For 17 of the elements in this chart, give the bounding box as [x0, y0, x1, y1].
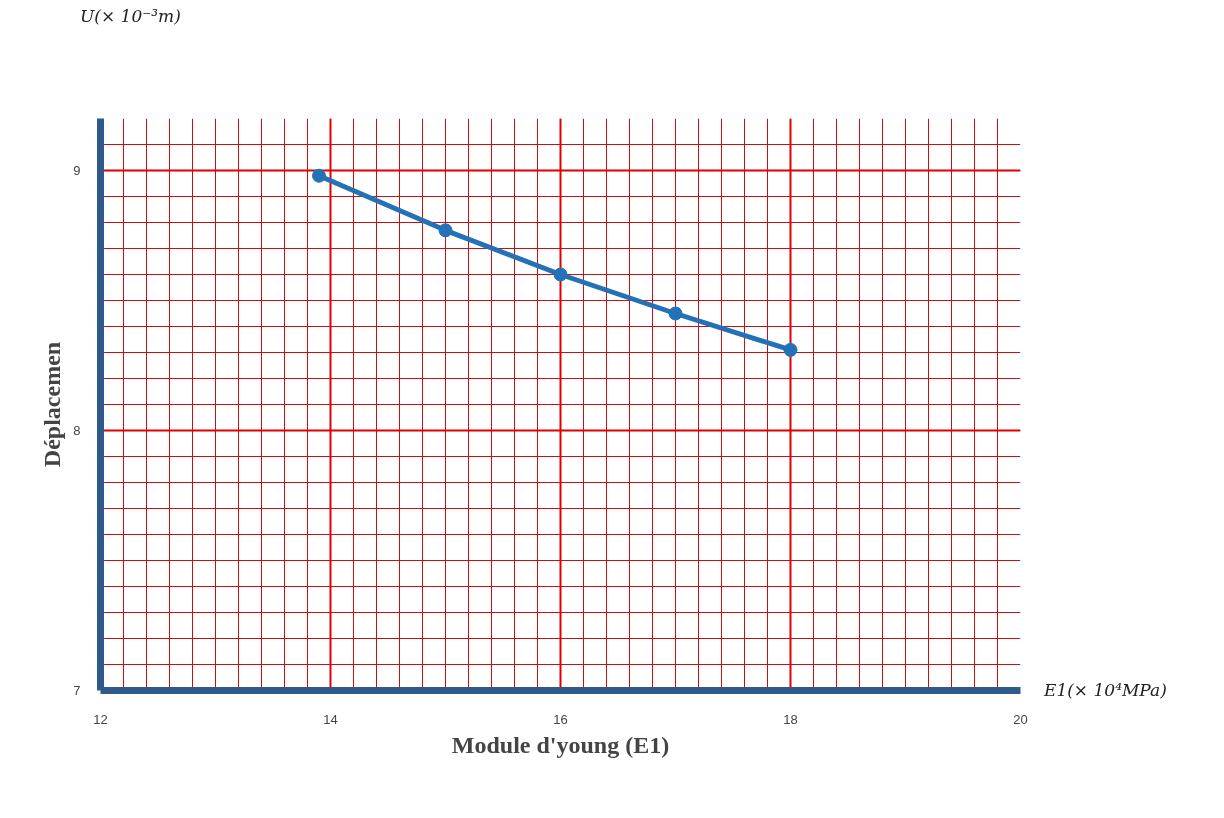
- x-tick-label: 14: [323, 711, 338, 727]
- y-axis-title: Déplacemen: [39, 341, 66, 468]
- text: U(× 10⁻³m): [80, 5, 181, 28]
- x-tick-label: 18: [783, 711, 798, 727]
- point: [783, 342, 798, 357]
- x-tick-label: 12: [93, 711, 108, 727]
- point: [553, 267, 568, 282]
- x-tick-label: 20: [1013, 711, 1028, 727]
- y-tick-label: 7: [73, 683, 81, 698]
- x-axis-title: Module d'young (E1): [451, 731, 670, 758]
- text: E1(× 10⁴MPa): [1044, 679, 1167, 702]
- x-tick-label: 16: [553, 711, 568, 727]
- point: [668, 306, 683, 321]
- y-tick-label: 9: [73, 163, 81, 178]
- y-tick-label: 8: [73, 423, 81, 438]
- point: [438, 223, 453, 238]
- point: [312, 168, 326, 183]
